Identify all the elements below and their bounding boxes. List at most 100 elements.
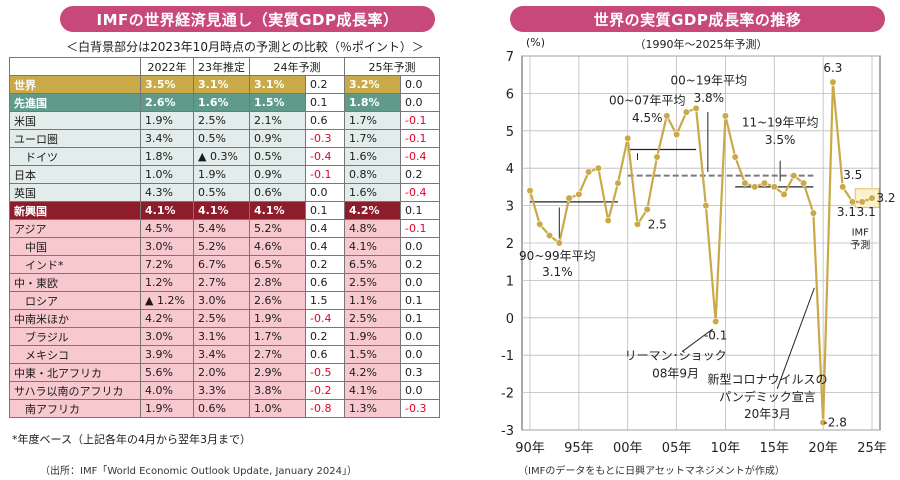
average-value: 3.8% — [694, 91, 725, 105]
chart-title: 世界の実質GDP成長率の推移 — [510, 6, 885, 32]
data-point — [780, 190, 788, 198]
row-label: メキシコ — [9, 345, 141, 364]
cell-value: 2.7% — [249, 345, 306, 364]
cell-value: 1.9% — [140, 399, 194, 418]
cell-value: 0.2 — [400, 255, 440, 274]
cell-value: 7.2% — [140, 255, 194, 274]
y-tick-label: 5 — [506, 125, 514, 140]
row-label: 世界 — [9, 75, 141, 94]
cell-value: 0.2 — [305, 75, 345, 94]
cell-value: -0.4 — [400, 183, 440, 202]
row-label: 先進国 — [9, 93, 141, 112]
row-label: インド* — [9, 255, 141, 274]
data-point — [712, 317, 720, 326]
cell-value: 1.2% — [140, 273, 194, 292]
data-point — [731, 153, 739, 161]
cell-value: ▲ 0.3% — [193, 147, 250, 166]
cell-value: 4.2% — [140, 309, 194, 328]
data-point — [663, 112, 671, 120]
cell-value: 1.6% — [344, 147, 401, 166]
cell-value: 0.2 — [305, 327, 345, 346]
cell-value: -0.1 — [305, 165, 345, 184]
data-point — [594, 164, 602, 172]
data-point — [770, 183, 778, 191]
cell-value: 3.4% — [193, 345, 250, 364]
cell-value: 0.8% — [344, 165, 401, 184]
data-point — [643, 205, 651, 213]
cell-value: 3.1% — [249, 75, 306, 94]
table-row: 中東・北アフリカ 5.6% 2.0% 2.9% -0.5 4.2% 0.3 — [9, 363, 440, 382]
data-point — [839, 183, 847, 191]
average-label: 00~19年平均 — [671, 73, 748, 87]
chart-source: （IMFのデータをもとに日興アセットマネジメントが作成） — [518, 466, 785, 477]
data-point — [692, 104, 700, 112]
table-row: サハラ以南のアフリカ 4.0% 3.3% 3.8% -0.2 4.1% 0.0 — [9, 381, 440, 400]
cell-value: 3.0% — [140, 327, 194, 346]
cell-value: 2.5% — [344, 273, 401, 292]
cell-value: 4.2% — [344, 363, 401, 382]
cell-value: 3.5% — [140, 75, 194, 94]
cell-value: 1.8% — [344, 93, 401, 112]
y-tick-label: 3 — [506, 200, 514, 215]
table-row: 日本 1.0% 1.9% 0.9% -0.1 0.8% 0.2 — [9, 165, 440, 184]
table-row: 英国 4.3% 0.5% 0.6% 0.0 1.6% -0.4 — [9, 183, 440, 202]
data-point — [751, 183, 759, 191]
table-row: 中国 3.0% 5.2% 4.6% 0.4 4.1% 0.0 — [9, 237, 440, 256]
average-label: 11~19年平均 — [742, 115, 819, 129]
table-row: 世界 3.5% 3.1% 3.1% 0.2 3.2% 0.0 — [9, 75, 440, 94]
cell-value: 2.7% — [193, 273, 250, 292]
cell-value: 0.0 — [400, 273, 440, 292]
data-point — [800, 179, 808, 187]
cell-value: 1.9% — [249, 309, 306, 328]
forecast-label: 予測 — [850, 239, 870, 252]
x-tick-label: 05年 — [662, 441, 692, 456]
cell-value: 1.7% — [249, 327, 306, 346]
data-point — [575, 190, 583, 198]
table-row: ロシア ▲ 1.2% 3.0% 2.6% 1.5 1.1% 0.1 — [9, 291, 440, 310]
cell-value: 5.6% — [140, 363, 194, 382]
y-tick-label: 1 — [506, 274, 514, 289]
cell-value: 1.9% — [140, 111, 194, 130]
cell-value: 4.1% — [193, 201, 250, 220]
table-footnote: *年度ベース（上記各年の4月から翌年3月まで） — [12, 433, 251, 446]
cell-value: -0.4 — [305, 309, 345, 328]
average-label: 90~99年平均 — [519, 249, 596, 263]
table-row: 中・東欧 1.2% 2.7% 2.8% 0.6 2.5% 0.0 — [9, 273, 440, 292]
row-label: 中東・北アフリカ — [9, 363, 141, 382]
table-body: 世界 3.5% 3.1% 3.1% 0.2 3.2% 0.0 先進国 2.6% 1.6% 1.5% 0… — [9, 75, 440, 418]
table-subtitle: ＜白背景部分は2023年10月時点の予測との比較（％ポイント）＞ — [66, 40, 424, 54]
data-label: 3.2 — [876, 191, 895, 205]
row-label: サハラ以南のアフリカ — [9, 381, 141, 400]
cell-value: 0.5% — [193, 183, 250, 202]
cell-value: 0.9% — [249, 129, 306, 148]
data-point — [721, 112, 730, 120]
header-2025: 25年予測 — [344, 57, 440, 76]
data-point — [848, 198, 857, 206]
data-point — [653, 153, 661, 161]
header-2022: 2022年 — [140, 57, 194, 76]
cell-value: 1.7% — [344, 111, 401, 130]
y-tick-label: -1 — [501, 349, 514, 364]
row-label: ロシア — [9, 291, 141, 310]
cell-value: 0.2 — [400, 165, 440, 184]
data-label: 3.1 — [857, 205, 876, 219]
cell-value: -0.4 — [305, 147, 345, 166]
average-value: 3.1% — [542, 265, 573, 279]
cell-value: 1.1% — [344, 291, 401, 310]
chart-subtitle: （1990年〜2025年予測） — [635, 37, 768, 51]
row-label: 新興国 — [9, 201, 141, 220]
cell-value: -0.8 — [305, 399, 345, 418]
cell-value: 0.6 — [305, 345, 345, 364]
cell-value: 6.5% — [249, 255, 306, 274]
header-2023: 23年推定 — [193, 57, 250, 76]
row-label: 中国 — [9, 237, 141, 256]
cell-value: 3.8% — [249, 381, 306, 400]
x-tick-label: 25年 — [857, 441, 887, 456]
gdp-growth-chart: -3 -2 -1 0 1 2 3 4 5 6 7 90年 95年 00年 05年 10年 15年 20年 25年 (%… — [501, 36, 896, 456]
cell-value: 2.1% — [249, 111, 306, 130]
cell-value: 0.6% — [193, 399, 250, 418]
y-axis-unit: (%) — [526, 36, 545, 49]
imf-outlook-table: 2022年 23年推定 24年予測 25年予測 世界 3.5% 3.1% 3.1% 0.… — [9, 57, 440, 418]
y-tick-label: 6 — [506, 87, 514, 102]
data-point — [790, 172, 798, 180]
